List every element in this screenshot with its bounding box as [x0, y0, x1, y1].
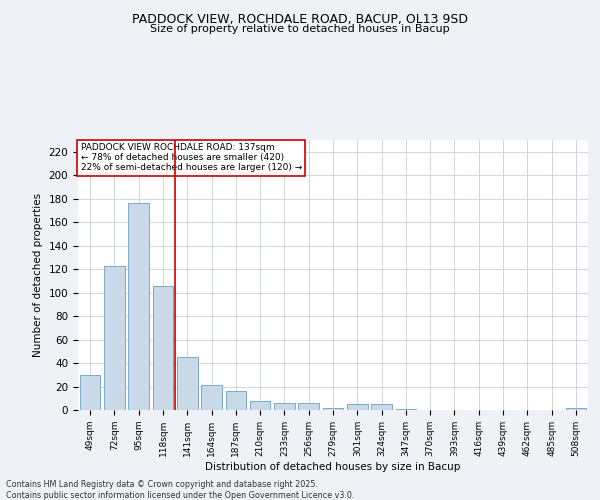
Text: PADDOCK VIEW ROCHDALE ROAD: 137sqm
← 78% of detached houses are smaller (420)
22: PADDOCK VIEW ROCHDALE ROAD: 137sqm ← 78%…: [80, 142, 302, 172]
Bar: [250, 400, 271, 410]
Bar: [152, 286, 173, 410]
Bar: [566, 408, 586, 410]
Bar: [226, 391, 246, 410]
Bar: [128, 204, 149, 410]
Bar: [298, 403, 319, 410]
X-axis label: Distribution of detached houses by size in Bacup: Distribution of detached houses by size …: [205, 462, 461, 471]
Bar: [371, 404, 392, 410]
Y-axis label: Number of detached properties: Number of detached properties: [33, 193, 43, 357]
Bar: [104, 266, 125, 410]
Bar: [274, 403, 295, 410]
Text: PADDOCK VIEW, ROCHDALE ROAD, BACUP, OL13 9SD: PADDOCK VIEW, ROCHDALE ROAD, BACUP, OL13…: [132, 12, 468, 26]
Bar: [395, 409, 416, 410]
Bar: [177, 357, 197, 410]
Text: Contains HM Land Registry data © Crown copyright and database right 2025.
Contai: Contains HM Land Registry data © Crown c…: [6, 480, 355, 500]
Bar: [347, 404, 368, 410]
Bar: [80, 375, 100, 410]
Bar: [201, 386, 222, 410]
Bar: [323, 408, 343, 410]
Text: Size of property relative to detached houses in Bacup: Size of property relative to detached ho…: [150, 24, 450, 34]
